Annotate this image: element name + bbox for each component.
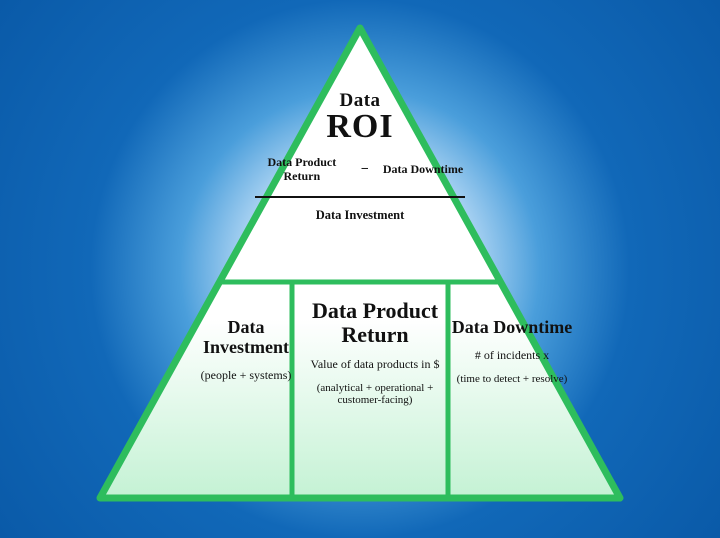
top-section: Data ROI Data Product Return − Data Down… — [230, 90, 490, 223]
cell-data-downtime: Data Downtime # of incidents x (time to … — [448, 318, 576, 385]
roi-formula: Data Product Return − Data Downtime Data… — [230, 156, 490, 223]
numerator-left: Data Product Return — [257, 156, 347, 184]
cell-mid-title: Data Product Return — [300, 299, 450, 347]
cell-mid-sub2: (analytical + operational + customer-fac… — [300, 382, 450, 406]
labels-layer: Data ROI Data Product Return − Data Down… — [0, 0, 720, 538]
numerator-right: Data Downtime — [383, 163, 463, 177]
cell-mid-sub1: Value of data products in $ — [300, 357, 450, 372]
cell-data-investment: Data Investment (people + systems) — [186, 318, 306, 393]
cell-left-title: Data Investment — [186, 318, 306, 358]
diagram-stage: Data ROI Data Product Return − Data Down… — [0, 0, 720, 538]
denominator: Data Investment — [230, 208, 490, 223]
roi-title-big: ROI — [230, 108, 490, 146]
cell-data-product-return: Data Product Return Value of data produc… — [300, 299, 450, 406]
roi-formula-numerator: Data Product Return − Data Downtime — [230, 156, 490, 184]
cell-right-sub1: # of incidents x — [448, 348, 576, 363]
cell-right-sub2: (time to detect + resolve) — [448, 373, 576, 385]
cell-right-title: Data Downtime — [448, 318, 576, 338]
fraction-bar — [255, 196, 465, 198]
numerator-minus: − — [361, 162, 369, 178]
cell-left-sub: (people + systems) — [186, 368, 306, 383]
